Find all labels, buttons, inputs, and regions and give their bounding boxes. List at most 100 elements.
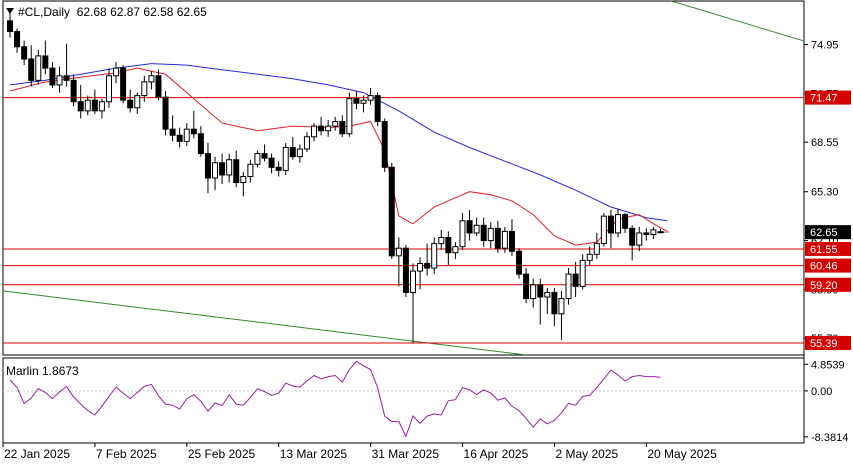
candle-body-12 (91, 99, 98, 112)
candle-body-11 (84, 99, 91, 112)
chart-header: #CL,Daily 62.68 62.87 62.58 62.65 (6, 5, 207, 19)
candle-body-75 (537, 284, 544, 298)
candle-body-17 (127, 99, 134, 109)
candle-body-52 (374, 95, 381, 123)
candle-body-71 (508, 230, 515, 252)
candle-body-78 (558, 298, 565, 315)
indicator-label: Marlin 1.8673 (6, 364, 79, 378)
time-tick-label-5: 16 Apr 2025 (464, 447, 529, 461)
candle-body-56 (402, 247, 409, 293)
candle-body-1 (14, 31, 21, 48)
candle-body-21 (155, 75, 162, 98)
candle-body-66 (473, 224, 480, 234)
time-tick-label-7: 20 May 2025 (647, 447, 717, 461)
osc-tick-label-0: 4.8539 (811, 359, 845, 371)
candle-body-49 (353, 98, 360, 104)
level-labels: 71.47 61.55 60.46 59.20 55.39 62.65 (805, 90, 851, 350)
candle-body-4 (35, 55, 42, 81)
candle-body-54 (388, 166, 395, 257)
candle-body-2 (21, 46, 28, 60)
time-tick-label-3: 13 Mar 2025 (280, 447, 348, 461)
candle-body-45 (325, 125, 332, 132)
time-tick-label-1: 7 Feb 2025 (96, 447, 157, 461)
channel-line-0 (669, 1, 804, 42)
candle-body-87 (622, 214, 629, 229)
candle-body-69 (494, 227, 501, 249)
candle-body-48 (346, 98, 353, 135)
candle-body-58 (417, 262, 424, 272)
candle-body-7 (56, 75, 63, 86)
candle-body-76 (544, 291, 551, 298)
candle-body-22 (162, 96, 169, 130)
candle-body-28 (204, 153, 211, 179)
candle-body-68 (487, 227, 494, 242)
candle-body-13 (98, 101, 105, 112)
candle-body-82 (586, 253, 593, 261)
level-label-3-box (805, 277, 851, 292)
candle-body-41 (296, 148, 303, 158)
candle-body-34 (247, 163, 254, 177)
candle-body-27 (197, 133, 204, 155)
candle-body-23 (169, 128, 176, 136)
candle-body-53 (381, 121, 388, 168)
candle-body-3 (28, 58, 35, 81)
candlesticks[interactable] (7, 8, 664, 343)
candle-body-88 (629, 227, 636, 246)
candle-body-74 (530, 284, 537, 300)
candle-body-77 (551, 291, 558, 315)
candle-body-36 (261, 153, 268, 159)
symbol-label: #CL,Daily (18, 5, 71, 19)
osc-tick-label-2: -8.3814 (811, 432, 848, 444)
candle-body-57 (409, 270, 416, 293)
candle-body-86 (615, 214, 622, 234)
chart-frames (2, 0, 805, 444)
candle-body-44 (318, 125, 325, 132)
candle-body-55 (395, 247, 402, 257)
candle-body-37 (268, 157, 275, 168)
main-pane-frame (2, 0, 805, 356)
current-price-label-text: 62.65 (810, 227, 838, 239)
candle-body-47 (339, 121, 346, 135)
candle-body-10 (77, 101, 84, 112)
oscillator-pane: 4.8539 0.00 -8.3814 (3, 359, 848, 444)
candle-body-42 (303, 136, 310, 150)
candle-body-51 (367, 95, 374, 101)
candle-body-0 (7, 20, 13, 33)
dropdown-triangle-icon[interactable] (6, 8, 14, 14)
moving-averages (9, 63, 668, 246)
green-channel-lines (3, 1, 804, 355)
level-label-1-box (805, 241, 851, 256)
candle-body-38 (275, 166, 282, 171)
osc-tick-label-1: 0.00 (811, 386, 832, 398)
candle-body-84 (600, 215, 607, 245)
channel-line-1 (3, 290, 527, 355)
candle-body-65 (466, 220, 473, 234)
candle-body-91 (650, 229, 657, 235)
candle-body-67 (480, 224, 487, 242)
candle-body-70 (501, 230, 508, 249)
candle-body-83 (593, 243, 600, 255)
time-tick-label-6: 2 May 2025 (555, 447, 618, 461)
candle-body-81 (579, 259, 586, 287)
candle-body-16 (120, 67, 127, 101)
candle-body-39 (282, 146, 289, 171)
candle-body-6 (49, 67, 56, 86)
candle-body-60 (431, 243, 438, 269)
candle-body-79 (565, 273, 572, 300)
ohlc-values: 62.68 62.87 62.58 62.65 (76, 5, 207, 19)
candle-body-50 (360, 99, 367, 104)
candle-body-73 (523, 273, 530, 300)
candle-body-18 (134, 95, 141, 109)
candle-body-15 (113, 67, 120, 77)
candle-body-30 (219, 162, 226, 176)
candle-body-61 (438, 237, 445, 245)
candle-body-26 (190, 128, 197, 135)
candle-body-8 (63, 75, 70, 81)
candle-body-80 (572, 273, 579, 287)
price-tick-label-2: 68.55 (811, 137, 839, 149)
oscillator-line (9, 360, 661, 438)
level-label-2-text: 60.46 (810, 261, 838, 273)
candle-body-33 (240, 175, 247, 184)
